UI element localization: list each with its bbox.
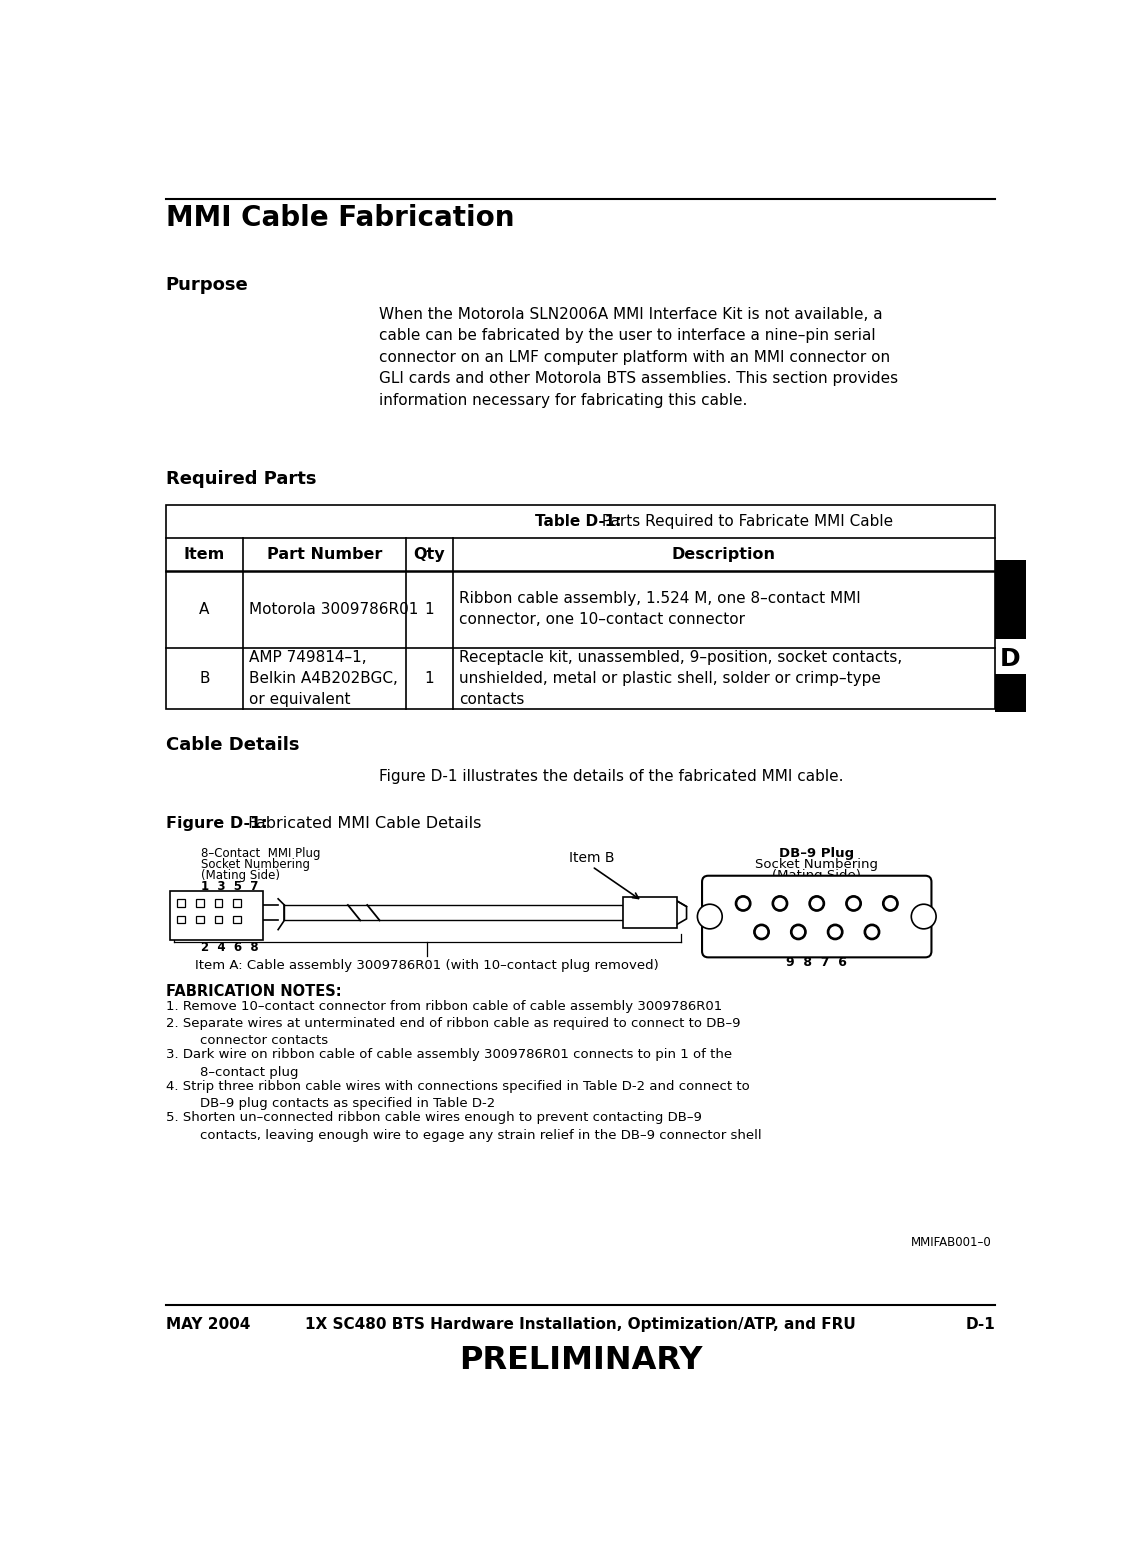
Bar bbox=[170, 891, 262, 939]
Circle shape bbox=[812, 899, 822, 908]
Text: Part Number: Part Number bbox=[267, 547, 382, 563]
Bar bbox=[214, 916, 222, 924]
Text: Ribbon cable assembly, 1.524 M, one 8–contact MMI
connector, one 10–contact conn: Ribbon cable assembly, 1.524 M, one 8–co… bbox=[458, 591, 861, 628]
Text: Cable Details: Cable Details bbox=[165, 736, 299, 754]
Circle shape bbox=[735, 896, 751, 911]
Text: Socket Numbering: Socket Numbering bbox=[755, 857, 878, 871]
Text: A: A bbox=[200, 601, 210, 617]
Text: 4. Strip three ribbon cable wires with connections specified in Table D-2 and co: 4. Strip three ribbon cable wires with c… bbox=[165, 1079, 749, 1110]
Text: 1: 1 bbox=[424, 601, 434, 617]
Text: 8–Contact  MMI Plug: 8–Contact MMI Plug bbox=[201, 847, 320, 860]
Bar bbox=[995, 674, 1026, 712]
Text: D-1: D-1 bbox=[966, 1317, 995, 1332]
Circle shape bbox=[848, 899, 858, 908]
Circle shape bbox=[772, 896, 788, 911]
Bar bbox=[622, 897, 677, 928]
Bar bbox=[196, 899, 204, 907]
Text: 1: 1 bbox=[424, 671, 434, 686]
Text: D: D bbox=[1000, 646, 1020, 671]
Circle shape bbox=[864, 924, 880, 939]
Text: Fabricated MMI Cable Details: Fabricated MMI Cable Details bbox=[243, 816, 481, 831]
Bar bbox=[165, 504, 995, 709]
Circle shape bbox=[846, 896, 862, 911]
FancyBboxPatch shape bbox=[702, 876, 931, 958]
Text: Qty: Qty bbox=[414, 547, 445, 563]
Text: 5  4  3  2  1: 5 4 3 2 1 bbox=[774, 880, 853, 893]
Text: When the Motorola SLN2006A MMI Interface Kit is not available, a
cable can be fa: When the Motorola SLN2006A MMI Interface… bbox=[378, 307, 898, 409]
Text: Parts Required to Fabricate MMI Cable: Parts Required to Fabricate MMI Cable bbox=[597, 513, 894, 529]
Text: 1  3  5  7: 1 3 5 7 bbox=[201, 880, 258, 893]
Text: 5. Shorten un–connected ribbon cable wires enough to prevent contacting DB–9
   : 5. Shorten un–connected ribbon cable wir… bbox=[165, 1112, 762, 1141]
Text: PRELIMINARY: PRELIMINARY bbox=[458, 1346, 702, 1377]
Circle shape bbox=[738, 899, 748, 908]
Text: Item A: Cable assembly 3009786R01 (with 10–contact plug removed): Item A: Cable assembly 3009786R01 (with … bbox=[195, 959, 659, 971]
Text: Item B: Item B bbox=[569, 851, 614, 865]
Text: MMI Cable Fabrication: MMI Cable Fabrication bbox=[165, 204, 514, 233]
Text: Receptacle kit, unassembled, 9–position, socket contacts,
unshielded, metal or p: Receptacle kit, unassembled, 9–position,… bbox=[458, 649, 902, 706]
Text: Required Parts: Required Parts bbox=[165, 470, 316, 487]
Circle shape bbox=[886, 899, 895, 908]
Text: B: B bbox=[200, 671, 210, 686]
Bar bbox=[234, 899, 241, 907]
Text: Figure D-1 illustrates the details of the fabricated MMI cable.: Figure D-1 illustrates the details of th… bbox=[378, 769, 844, 783]
Bar bbox=[178, 899, 185, 907]
Text: Item: Item bbox=[184, 547, 225, 563]
Text: (Mating Side): (Mating Side) bbox=[772, 868, 861, 882]
Text: Table D-1:: Table D-1: bbox=[536, 513, 622, 529]
Circle shape bbox=[911, 904, 936, 928]
Text: AMP 749814–1,
Belkin A4B202BGC,
or equivalent: AMP 749814–1, Belkin A4B202BGC, or equiv… bbox=[250, 649, 398, 706]
Circle shape bbox=[791, 924, 806, 939]
Text: DB–9 Plug: DB–9 Plug bbox=[779, 847, 854, 860]
Bar bbox=[214, 899, 222, 907]
Text: Description: Description bbox=[671, 547, 775, 563]
Circle shape bbox=[775, 899, 785, 908]
Text: Motorola 3009786R01: Motorola 3009786R01 bbox=[250, 601, 418, 617]
Circle shape bbox=[754, 924, 770, 939]
Text: Figure D-1:: Figure D-1: bbox=[165, 816, 268, 831]
Text: 1X SC480 BTS Hardware Installation, Optimization/ATP, and FRU: 1X SC480 BTS Hardware Installation, Opti… bbox=[306, 1317, 856, 1332]
Circle shape bbox=[828, 924, 842, 939]
Circle shape bbox=[809, 896, 824, 911]
Text: MAY 2004: MAY 2004 bbox=[165, 1317, 250, 1332]
Circle shape bbox=[698, 904, 723, 928]
Text: 2  4  6  8: 2 4 6 8 bbox=[201, 941, 259, 954]
Bar bbox=[178, 916, 185, 924]
Bar bbox=[995, 560, 1026, 640]
Bar bbox=[196, 916, 204, 924]
Text: 9  8  7  6: 9 8 7 6 bbox=[787, 956, 847, 968]
Circle shape bbox=[882, 896, 898, 911]
Circle shape bbox=[866, 927, 877, 938]
Text: Purpose: Purpose bbox=[165, 276, 249, 295]
Text: FABRICATION NOTES:: FABRICATION NOTES: bbox=[165, 984, 341, 999]
Circle shape bbox=[793, 927, 804, 938]
Circle shape bbox=[757, 927, 766, 938]
Text: (Mating Side): (Mating Side) bbox=[201, 868, 279, 882]
Bar bbox=[284, 905, 622, 921]
Text: Socket Numbering: Socket Numbering bbox=[201, 857, 310, 871]
Circle shape bbox=[830, 927, 840, 938]
Text: 3. Dark wire on ribbon cable of cable assembly 3009786R01 connects to pin 1 of t: 3. Dark wire on ribbon cable of cable as… bbox=[165, 1049, 732, 1079]
Text: 1. Remove 10–contact connector from ribbon cable of cable assembly 3009786R01: 1. Remove 10–contact connector from ribb… bbox=[165, 999, 722, 1013]
Text: MMIFAB001–0: MMIFAB001–0 bbox=[911, 1237, 991, 1249]
Text: 2. Separate wires at unterminated end of ribbon cable as required to connect to : 2. Separate wires at unterminated end of… bbox=[165, 1016, 740, 1047]
Bar bbox=[234, 916, 241, 924]
